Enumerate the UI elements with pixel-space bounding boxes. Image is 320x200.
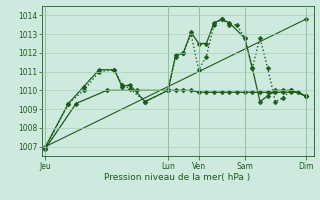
X-axis label: Pression niveau de la mer( hPa ): Pression niveau de la mer( hPa ): [104, 173, 251, 182]
